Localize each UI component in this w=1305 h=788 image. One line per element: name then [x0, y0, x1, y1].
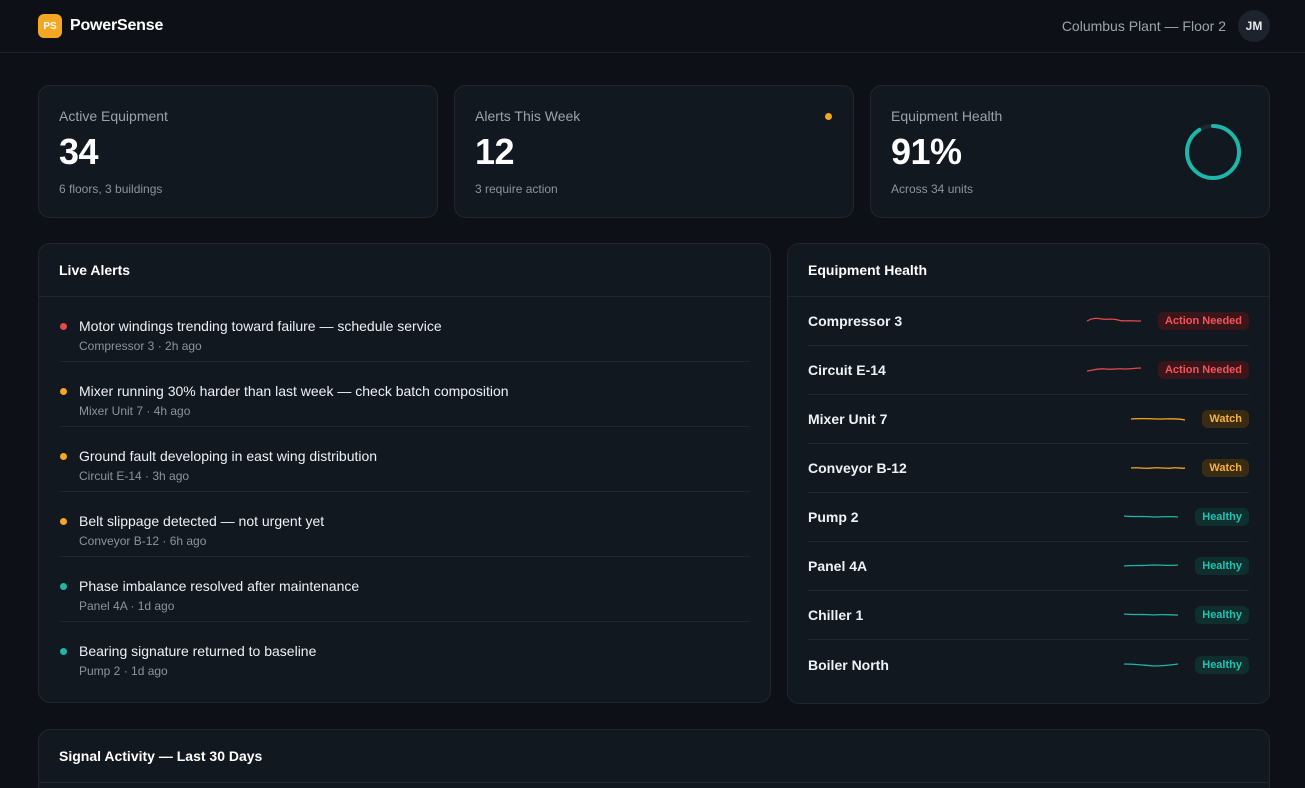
sparkline — [1086, 367, 1141, 372]
kpi-equipment-health: Equipment Health 91% Across 34 units — [870, 85, 1270, 218]
brand-logo: PS — [38, 14, 62, 38]
alert-title: Ground fault developing in east wing dis… — [79, 448, 378, 464]
equipment-row[interactable]: Conveyor B-12 Watch — [808, 444, 1249, 493]
sparkline-path — [1124, 613, 1179, 616]
alert-meta: Compressor 3 · 2h ago — [79, 339, 202, 353]
equipment-row[interactable]: Chiller 1 Healthy — [808, 591, 1249, 640]
equipment-row[interactable]: Panel 4A Healthy — [808, 542, 1249, 591]
alert-item[interactable]: Belt slippage detected — not urgent yet C… — [59, 492, 750, 557]
kpi-value: 91% — [891, 131, 962, 172]
equipment-row[interactable]: Boiler North Healthy — [808, 640, 1249, 689]
status-badge: Healthy — [1195, 655, 1249, 674]
kpi-label: Equipment Health — [891, 108, 1003, 124]
sparkline-path — [1124, 564, 1179, 567]
sparkline-path — [1086, 317, 1141, 322]
equipment-name: Circuit E-14 — [808, 362, 886, 378]
sparkline-path — [1124, 662, 1179, 667]
signal-activity-panel: Signal Activity — Last 30 Days — [38, 729, 1270, 788]
status-badge: Healthy — [1195, 508, 1249, 526]
ring-progress — [1185, 124, 1241, 180]
sparkline — [1131, 467, 1186, 469]
top-bar: PS PowerSense Columbus Plant — Floor 2 J… — [0, 0, 1305, 53]
alert-item[interactable]: Mixer running 30% harder than last week … — [59, 362, 750, 427]
alert-list: Motor windings trending toward failure —… — [39, 297, 770, 687]
sparkline — [1124, 564, 1179, 567]
status-badge: Watch — [1202, 410, 1249, 428]
status-badge: Watch — [1202, 459, 1249, 477]
kpi-label: Alerts This Week — [475, 108, 581, 124]
sparkline-path — [1131, 467, 1186, 469]
sparkline — [1131, 417, 1186, 421]
alert-title: Mixer running 30% harder than last week … — [79, 383, 509, 399]
panel-title: Live Alerts — [39, 244, 770, 297]
alert-indicator-dot — [825, 113, 832, 120]
alert-title: Bearing signature returned to baseline — [79, 643, 317, 659]
equipment-name: Compressor 3 — [808, 313, 903, 329]
kpi-subtext: Across 34 units — [891, 182, 974, 196]
kpi-subtext: 3 require action — [475, 182, 558, 196]
live-alerts-panel: Live Alerts Motor windings trending towa… — [38, 243, 771, 703]
severity-dot — [60, 453, 67, 460]
location-selector[interactable]: Columbus Plant — Floor 2 — [1061, 18, 1226, 34]
alert-meta: Pump 2 · 1d ago — [79, 664, 168, 678]
alert-title: Motor windings trending toward failure —… — [79, 318, 442, 334]
equipment-health-list: Compressor 3 Action Needed Circuit E-14 Act… — [788, 297, 1269, 689]
sparkline — [1124, 613, 1179, 616]
severity-dot — [60, 388, 67, 395]
alert-meta: Circuit E-14 · 3h ago — [79, 469, 190, 483]
alert-title: Belt slippage detected — not urgent yet — [79, 513, 325, 529]
panel-title: Equipment Health — [788, 244, 1269, 297]
severity-dot — [60, 648, 67, 655]
alert-meta: Conveyor B-12 · 6h ago — [79, 534, 207, 548]
alert-title: Phase imbalance resolved after maintenan… — [79, 578, 360, 594]
kpi-value: 12 — [475, 131, 515, 172]
equipment-name: Boiler North — [808, 656, 889, 673]
equipment-name: Mixer Unit 7 — [808, 411, 888, 427]
alert-meta: Panel 4A · 1d ago — [79, 599, 175, 613]
equipment-row[interactable]: Mixer Unit 7 Watch — [808, 395, 1249, 444]
alert-item[interactable]: Phase imbalance resolved after maintenan… — [59, 557, 750, 622]
status-badge: Healthy — [1195, 606, 1249, 624]
sparkline-path — [1086, 367, 1141, 372]
severity-dot — [60, 583, 67, 590]
severity-dot — [60, 323, 67, 330]
health-ring-gauge — [1185, 124, 1241, 180]
sparkline-path — [1131, 417, 1186, 421]
sparkline — [1086, 317, 1141, 322]
alert-item[interactable]: Motor windings trending toward failure —… — [59, 297, 750, 362]
equipment-health-panel: Equipment Health Compressor 3 Action Need… — [787, 243, 1270, 704]
equipment-row[interactable]: Circuit E-14 Action Needed — [808, 346, 1249, 395]
equipment-row[interactable]: Compressor 3 Action Needed — [808, 297, 1249, 346]
equipment-name: Pump 2 — [808, 509, 859, 525]
alert-meta: Mixer Unit 7 · 4h ago — [79, 404, 191, 418]
equipment-name: Panel 4A — [808, 558, 868, 574]
status-badge: Healthy — [1195, 557, 1249, 575]
sparkline-path — [1124, 515, 1179, 518]
kpi-label: Active Equipment — [59, 108, 168, 124]
equipment-row[interactable]: Pump 2 Healthy — [808, 493, 1249, 542]
brand[interactable]: PS PowerSense — [38, 14, 163, 38]
user-avatar[interactable]: JM — [1238, 10, 1270, 42]
status-badge: Action Needed — [1157, 361, 1249, 379]
kpi-subtext: 6 floors, 3 buildings — [59, 182, 163, 196]
sparkline — [1124, 515, 1179, 518]
equipment-name: Chiller 1 — [808, 607, 864, 623]
alert-item[interactable]: Ground fault developing in east wing dis… — [59, 427, 750, 492]
status-badge: Action Needed — [1157, 312, 1249, 330]
equipment-name: Conveyor B-12 — [808, 460, 907, 476]
kpi-value: 34 — [59, 131, 99, 172]
sparkline — [1124, 662, 1179, 667]
kpi-alerts-this-week: Alerts This Week 12 3 require action — [454, 85, 854, 218]
severity-dot — [60, 518, 67, 525]
alert-item[interactable]: Bearing signature returned to baseline Pu… — [59, 622, 750, 687]
panel-title: Signal Activity — Last 30 Days — [39, 730, 1269, 783]
brand-name: PowerSense — [70, 17, 164, 34]
kpi-active-equipment: Active Equipment 34 6 floors, 3 building… — [38, 85, 438, 218]
header-right: Columbus Plant — Floor 2 JM — [1062, 10, 1270, 42]
